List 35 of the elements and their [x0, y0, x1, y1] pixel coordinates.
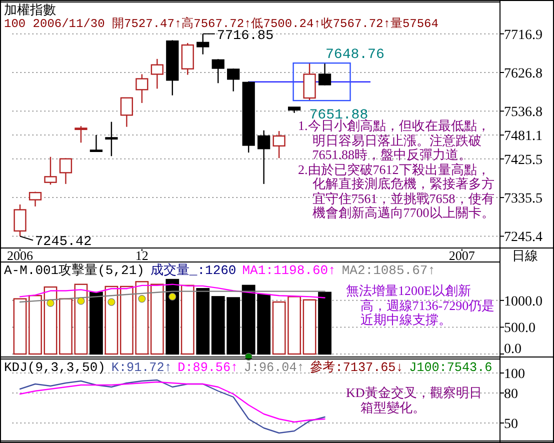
x-tick-label: 2006	[7, 248, 34, 263]
text: K:91.72↑	[111, 360, 174, 375]
text: J100:7543.6	[409, 360, 495, 375]
y-tick-label: 7481.1	[504, 129, 542, 144]
y-tick-label: 1000.0	[504, 294, 542, 310]
annotation: 7648.76	[326, 47, 384, 64]
y-tick-label: 500.0	[504, 321, 536, 336]
y-tick-label: 7245.4	[504, 230, 542, 246]
text: D:89.56↑	[178, 360, 240, 375]
y-tick-label: 50	[504, 417, 518, 432]
line-series	[19, 381, 326, 423]
y-tick-label: 0.0	[504, 342, 522, 357]
annotation: 無法增量1200E以創新高，週線7136-7290仍是近期中線支撐。	[346, 283, 496, 328]
chart-title: A-M.001攻擊量(5,21)	[4, 263, 144, 278]
y-tick-label: 80	[504, 387, 518, 402]
annotation: 7245.42	[35, 235, 92, 250]
chart-title: KDJ(9,3,3,50)	[4, 360, 106, 375]
y-tick-label: 7536.8	[504, 105, 542, 120]
text: 100 2006/11/30 開7527.47↑高7567.72↑低7500.24↑收7567.72↑量57564	[4, 16, 438, 31]
x-axis-strip: 2006 12 2007 日線	[7, 248, 538, 263]
y-tick-label: 100	[504, 367, 525, 382]
text: 參考:7137.65↓	[310, 360, 406, 375]
legend: 成交量_:1260 MA1:1198.60↑ MA2:1085.67↑	[150, 263, 436, 278]
chart-title: 加權指數	[4, 3, 56, 18]
y-tick-label: 7626.8	[504, 66, 542, 82]
x-tick-label: 2007	[448, 248, 476, 263]
y-tick-label: 7335.5	[504, 192, 542, 207]
text: J:96.04↑	[244, 360, 306, 375]
line-series	[19, 379, 326, 434]
x-tick-label: 12	[135, 248, 148, 263]
annotation: 2.由於已突破7612下殺出量高點，化解直接測底危機，緊接著多方宜守住7561，並挑戰7658，使有機會創新高邁向7700以上關卡。	[298, 162, 496, 220]
annotation: KD黃金交叉，觀察明日箱型變化。	[346, 385, 483, 415]
y-tick-label: 7716.9	[504, 28, 542, 43]
y-tick-label: 7425.5	[504, 152, 542, 168]
annotation: 7716.85	[216, 28, 274, 44]
